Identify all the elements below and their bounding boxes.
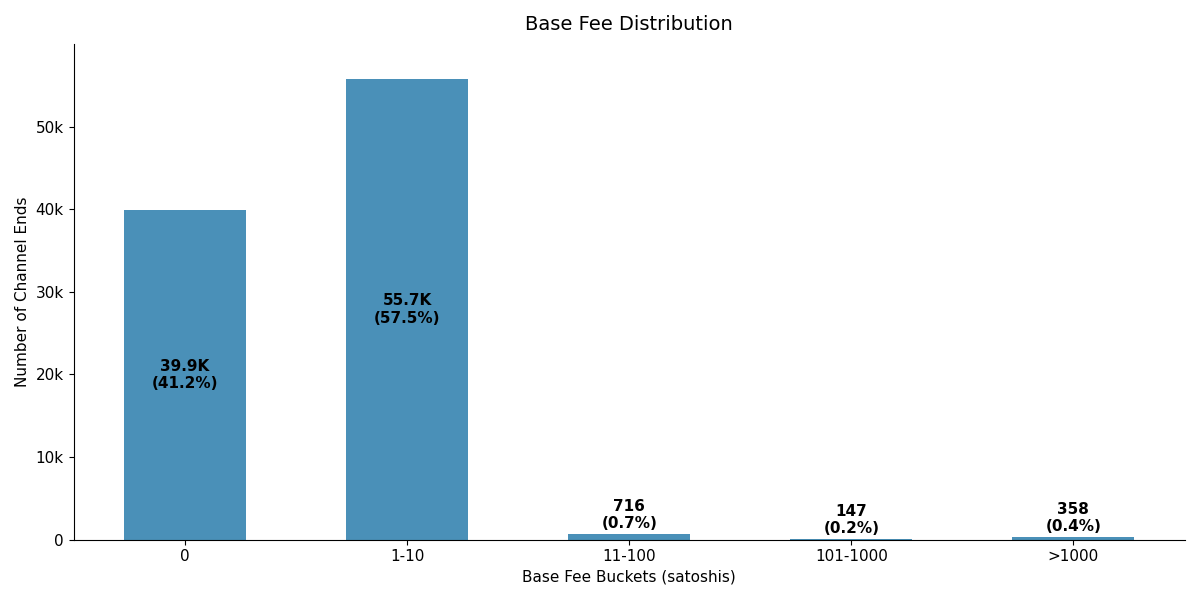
Text: 39.9K
(41.2%): 39.9K (41.2%): [152, 359, 218, 391]
Bar: [568, 534, 690, 540]
Bar: [1013, 537, 1134, 540]
Y-axis label: Number of Channel Ends: Number of Channel Ends: [16, 197, 30, 387]
Title: Base Fee Distribution: Base Fee Distribution: [526, 15, 733, 34]
Bar: [346, 79, 468, 540]
Bar: [124, 210, 246, 540]
Text: 55.7K
(57.5%): 55.7K (57.5%): [374, 293, 440, 326]
Text: 358
(0.4%): 358 (0.4%): [1045, 502, 1102, 534]
X-axis label: Base Fee Buckets (satoshis): Base Fee Buckets (satoshis): [522, 570, 736, 585]
Text: 716
(0.7%): 716 (0.7%): [601, 499, 658, 532]
Bar: [791, 539, 912, 540]
Text: 147
(0.2%): 147 (0.2%): [823, 503, 880, 536]
